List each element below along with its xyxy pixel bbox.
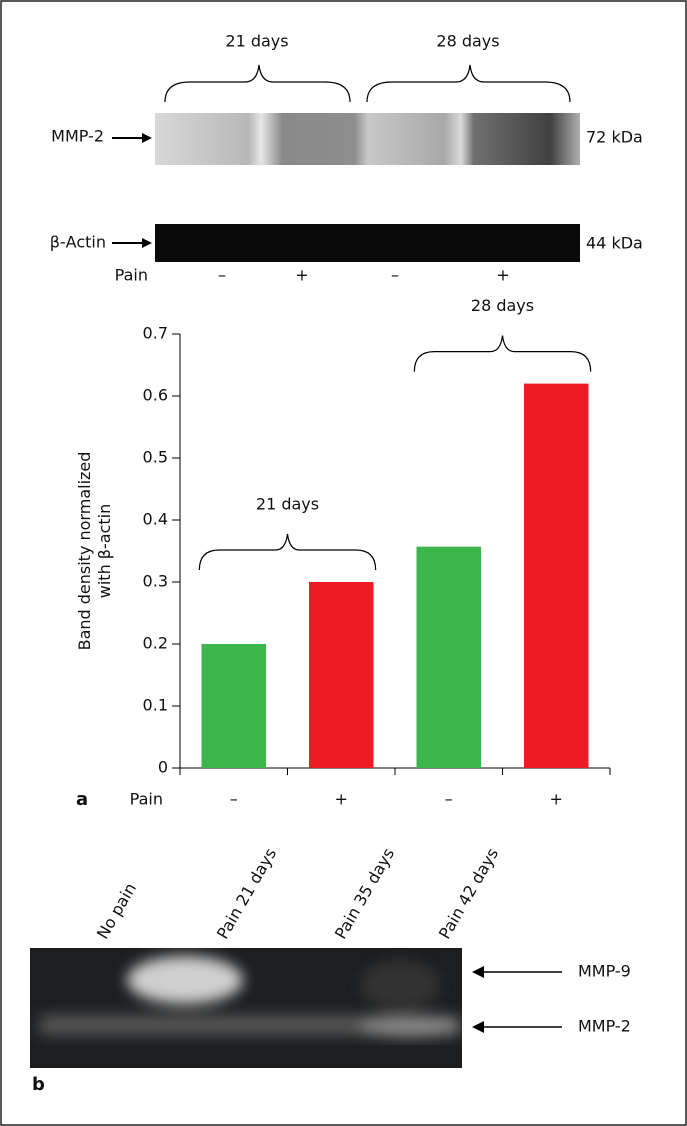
pain-sign: –: [218, 266, 226, 285]
bracket: [413, 335, 592, 372]
x-tick-label: +: [335, 790, 348, 809]
y-axis-title-line: Band density normalized: [75, 452, 94, 651]
x-tick-label: +: [550, 790, 563, 809]
band-label: MMP-9: [578, 962, 631, 981]
bar: [416, 546, 481, 768]
size-label: 72 kDa: [586, 128, 643, 147]
band-label: MMP-2: [578, 1017, 631, 1036]
y-axis-title: Band density normalizedwith β-actin: [75, 452, 114, 651]
bracket-label: 21 days: [256, 495, 319, 514]
pain-sign: +: [496, 266, 509, 285]
size-label: 44 kDa: [586, 234, 643, 253]
panel-label: b: [32, 1074, 45, 1095]
bracket-label: 28 days: [471, 296, 534, 315]
lane-label: Pain 42 days: [435, 845, 502, 943]
bracket: [198, 533, 377, 571]
bar: [524, 383, 589, 768]
lane-label: Pain 35 days: [331, 845, 398, 943]
panel-label: a: [76, 789, 88, 810]
blot-b: [30, 948, 562, 1068]
y-tick-label: 0.1: [143, 696, 168, 715]
pain-sign: +: [295, 266, 308, 285]
y-axis-title-line: with β-actin: [95, 504, 114, 598]
blot-a: [112, 64, 580, 262]
y-tick-label: 0.4: [143, 510, 168, 529]
y-tick-label: 0.5: [143, 448, 168, 467]
y-tick-label: 0.7: [143, 324, 168, 343]
group-label: 21 days: [225, 32, 288, 51]
x-tick-label: –: [445, 790, 453, 809]
x-tick-label: –: [230, 790, 238, 809]
band-label: MMP-2: [51, 127, 104, 146]
lane-label: No pain: [93, 880, 140, 943]
y-tick-label: 0.6: [143, 386, 168, 405]
y-tick-label: 0: [158, 758, 168, 777]
actin-band: [155, 224, 580, 262]
lane-label: Pain 21 days: [213, 845, 280, 943]
bar: [309, 582, 374, 768]
bar: [201, 644, 266, 768]
y-tick-label: 0.2: [143, 634, 168, 653]
x-axis-title: Pain: [130, 790, 163, 809]
mmp2-band: [155, 113, 580, 165]
y-tick-label: 0.3: [143, 572, 168, 591]
group-label: 28 days: [436, 32, 499, 51]
pain-label: Pain: [115, 266, 148, 285]
pain-sign: –: [391, 266, 399, 285]
band-label: β-Actin: [50, 233, 106, 252]
